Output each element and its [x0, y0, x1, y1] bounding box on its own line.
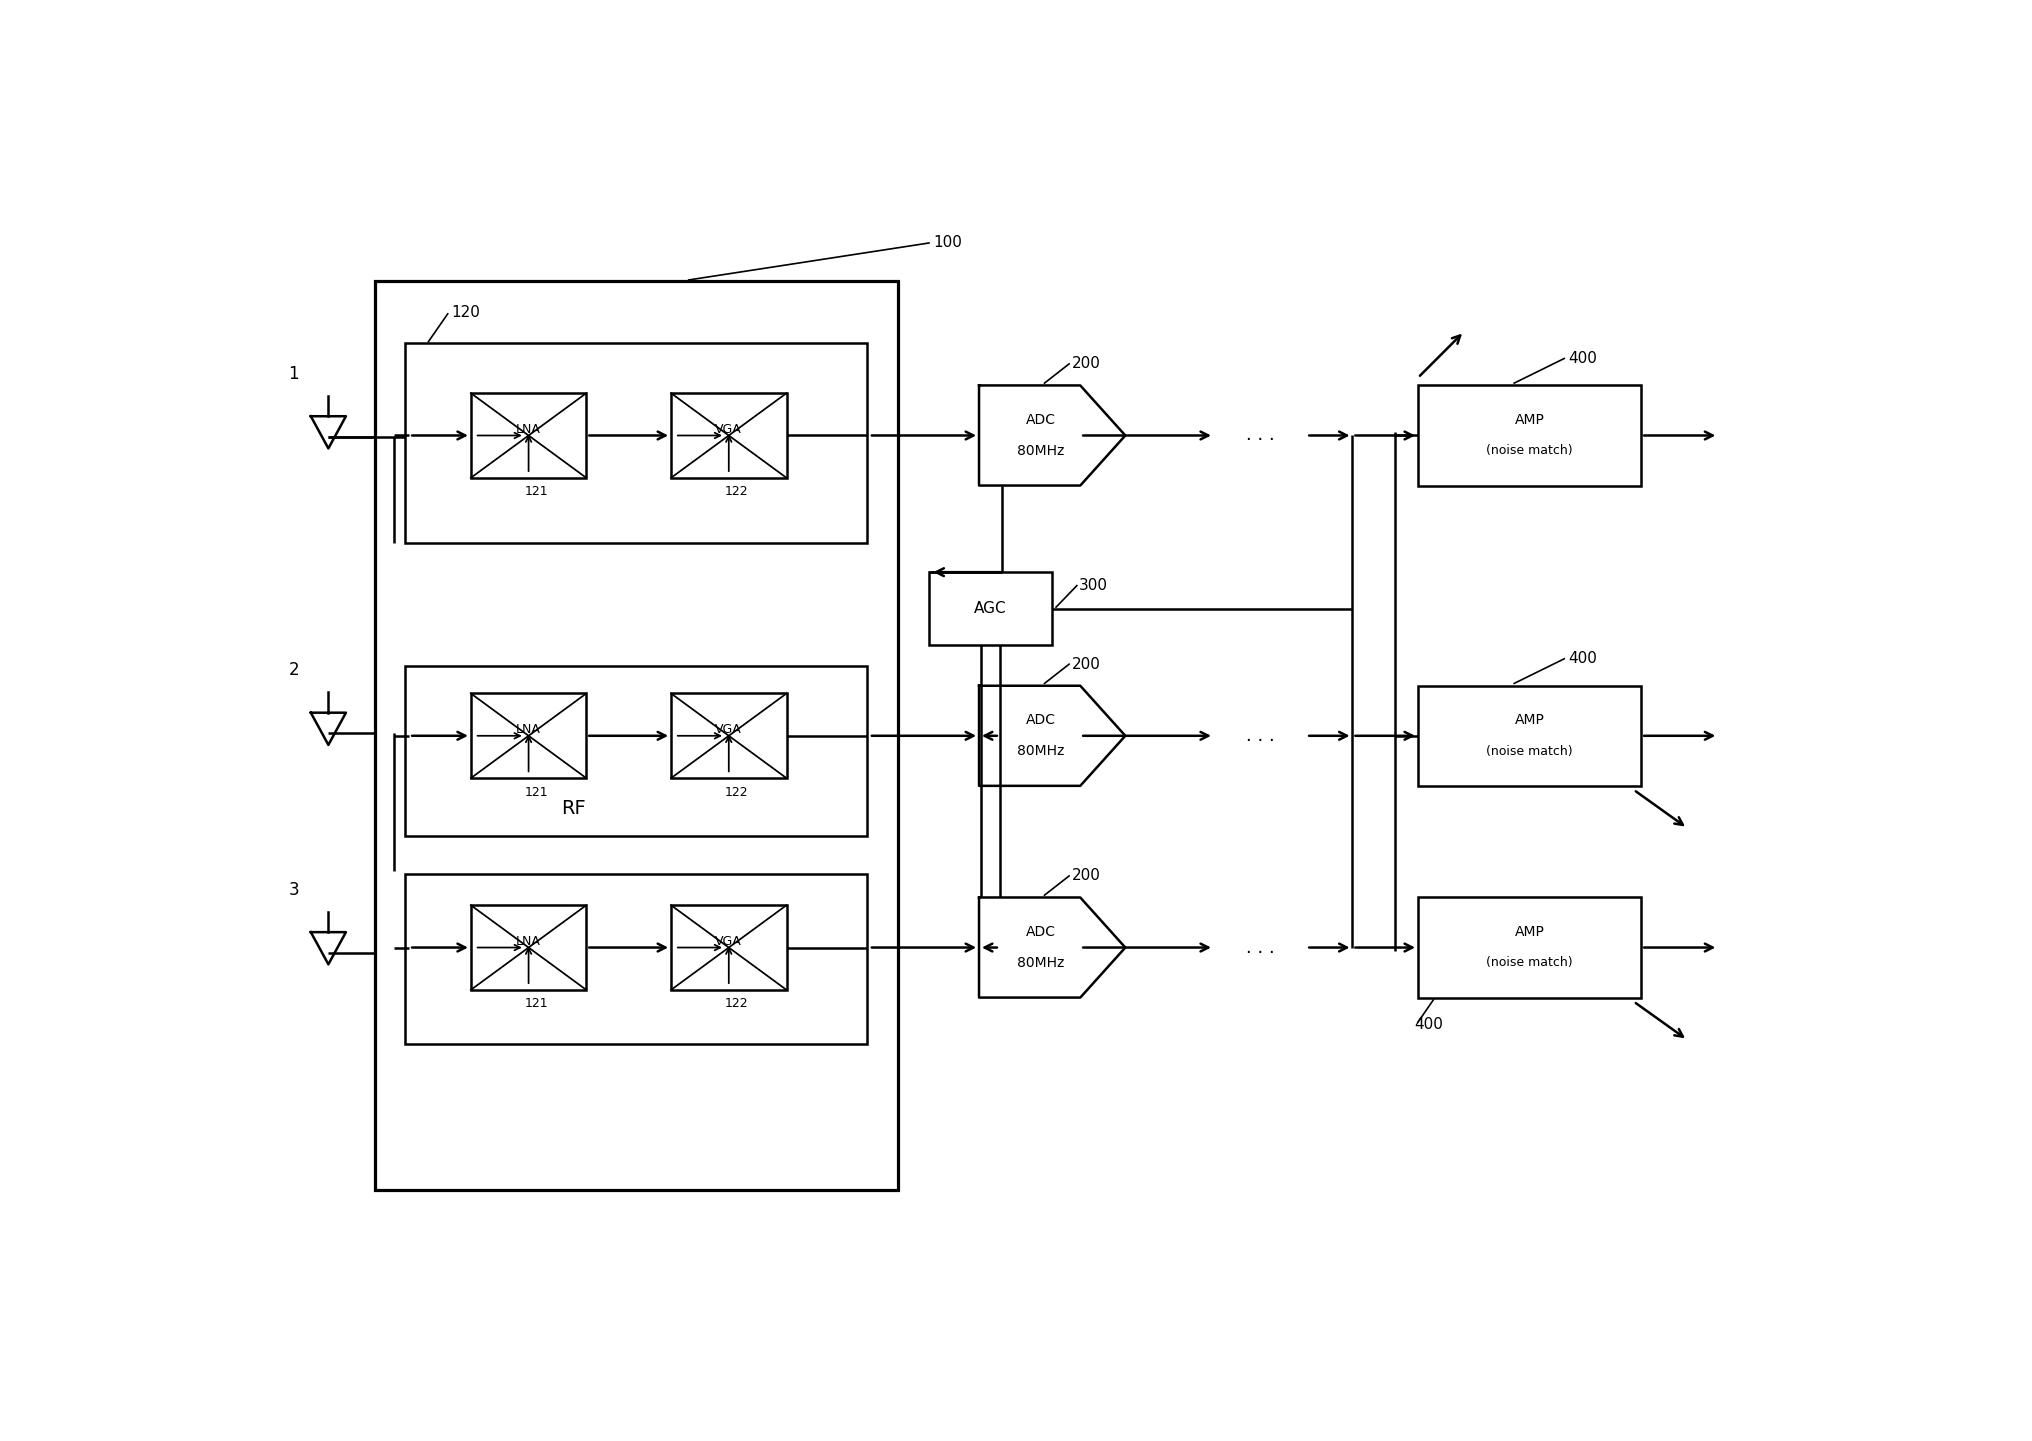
Bar [471, 393, 587, 478]
Bar [404, 343, 868, 543]
Text: 3: 3 [289, 880, 299, 899]
Bar [404, 875, 868, 1043]
Text: VGA: VGA [715, 422, 742, 435]
Text: (noise match): (noise match) [1485, 957, 1573, 970]
Text: 400: 400 [1569, 352, 1597, 366]
Text: ADC: ADC [1026, 713, 1055, 728]
Text: 2: 2 [289, 661, 299, 679]
Text: RF: RF [561, 798, 585, 818]
Text: (noise match): (noise match) [1485, 745, 1573, 758]
Text: . . .: . . . [1246, 726, 1274, 745]
Text: LNA: LNA [516, 422, 541, 435]
Text: 121: 121 [524, 785, 549, 798]
Bar [471, 905, 587, 990]
Text: LNA: LNA [516, 935, 541, 948]
Text: 80MHz: 80MHz [1016, 744, 1065, 758]
Text: AMP: AMP [1514, 713, 1544, 728]
Text: . . .: . . . [1246, 938, 1274, 957]
Text: VGA: VGA [715, 935, 742, 948]
Text: 122: 122 [725, 997, 748, 1010]
Text: AMP: AMP [1514, 925, 1544, 940]
Bar [929, 572, 1053, 646]
Text: 122: 122 [725, 486, 748, 499]
Text: 122: 122 [725, 785, 748, 798]
Text: VGA: VGA [715, 723, 742, 736]
Bar [1418, 686, 1642, 785]
Bar [671, 393, 786, 478]
Text: 200: 200 [1071, 869, 1099, 883]
Bar [471, 693, 587, 778]
Bar [1418, 898, 1642, 997]
Text: LNA: LNA [516, 723, 541, 736]
Text: 300: 300 [1079, 578, 1107, 594]
Text: 400: 400 [1414, 1017, 1443, 1032]
Text: 200: 200 [1071, 356, 1099, 372]
Text: ADC: ADC [1026, 925, 1055, 940]
Bar [671, 905, 786, 990]
Text: 100: 100 [933, 235, 961, 251]
Text: ADC: ADC [1026, 414, 1055, 427]
Bar [671, 693, 786, 778]
Bar [374, 281, 898, 1190]
Text: 80MHz: 80MHz [1016, 955, 1065, 970]
Text: 121: 121 [524, 486, 549, 499]
Text: (noise match): (noise match) [1485, 444, 1573, 457]
Text: AGC: AGC [973, 601, 1008, 617]
Text: 80MHz: 80MHz [1016, 444, 1065, 458]
Bar [404, 667, 868, 836]
Text: 200: 200 [1071, 657, 1099, 672]
Text: 400: 400 [1569, 651, 1597, 666]
Text: AMP: AMP [1514, 414, 1544, 427]
Text: 120: 120 [451, 305, 480, 320]
Text: 1: 1 [289, 365, 299, 383]
Text: 121: 121 [524, 997, 549, 1010]
Bar [1418, 385, 1642, 486]
Text: . . .: . . . [1246, 427, 1274, 444]
